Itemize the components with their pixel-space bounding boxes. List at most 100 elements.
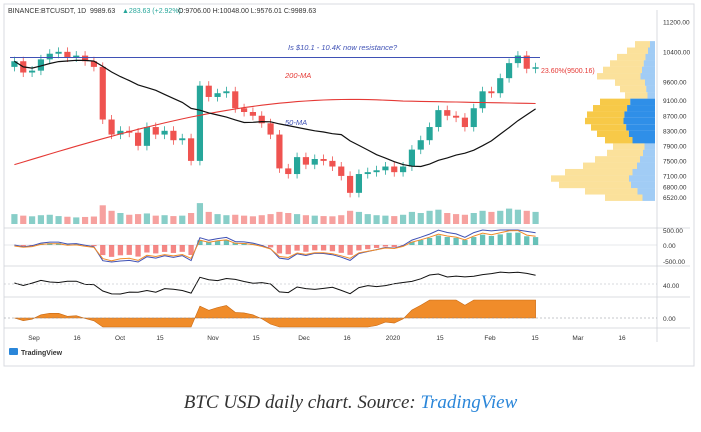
volume-profile-bar <box>591 124 627 131</box>
caption: BTC USD daily chart. Source: TradingView <box>0 392 701 414</box>
macd-histogram-bar <box>206 241 212 245</box>
candle-body <box>408 149 416 167</box>
symbol-label: BINANCE:BTCUSDT, 1D <box>8 8 86 15</box>
macd-histogram-bar <box>382 245 389 247</box>
time-tick-label: 16 <box>618 335 626 342</box>
change-label: ▲283.63 (+2.92%) <box>122 8 181 15</box>
macd-histogram-bar <box>373 245 380 248</box>
volume-bar <box>497 210 504 224</box>
macd-histogram-bar <box>108 245 115 257</box>
candle-body <box>497 78 504 94</box>
volume-profile-bar <box>600 98 631 106</box>
volume-bar <box>99 205 106 224</box>
macd-histogram-bar <box>294 245 300 251</box>
candle-body <box>117 130 124 135</box>
candle-body <box>302 157 310 165</box>
candle-body <box>285 168 292 175</box>
chart-frame: BINANCE:BTCUSDT, 1D 9989.63 ▲283.63 (+2.… <box>3 3 695 367</box>
candle-body <box>232 91 239 109</box>
time-tick-label: 16 <box>343 335 351 342</box>
macd-histogram-bar <box>506 232 512 245</box>
volume-profile-bar <box>643 149 655 157</box>
volume-profile-bar <box>630 98 655 106</box>
candle-body <box>267 123 274 135</box>
volume-profile-bar <box>645 53 655 61</box>
macd-histogram-bar <box>126 245 132 255</box>
volume-profile-bar <box>583 162 637 169</box>
btc-chart: BINANCE:BTCUSDT, 1D 9989.63 ▲283.63 (+2.… <box>3 3 695 367</box>
price-axis: 11200.00 10400.00 9600.00 9100.00 8700.00 830… <box>663 19 690 202</box>
volume-bar <box>461 214 469 224</box>
volume-bar <box>444 213 451 224</box>
volume-bar <box>126 214 133 224</box>
volume-bar <box>276 211 283 224</box>
volume-profile-bar <box>640 73 655 80</box>
candle-body <box>470 108 477 128</box>
macd-histogram-bar <box>524 236 530 245</box>
candle-body <box>461 117 469 128</box>
volume-profile-bar <box>585 188 638 195</box>
candle-body <box>99 66 106 120</box>
volume-profile-bar <box>629 175 655 182</box>
macd-histogram-bar <box>276 245 283 254</box>
candle-body <box>523 55 530 69</box>
macd-histogram-bar <box>426 237 433 245</box>
volume-profile-bar <box>627 105 655 112</box>
macd-histogram-bar <box>64 244 71 245</box>
volume-bar <box>205 211 212 224</box>
macd-histogram-bar <box>365 245 371 250</box>
candle-body <box>382 166 389 171</box>
tradingview-logo: TradingView <box>9 348 63 357</box>
candle-body <box>338 166 345 176</box>
volume-profile-bar <box>640 156 655 163</box>
price-tick-label: 6800.00 <box>663 185 687 192</box>
price-tick-label: 9600.00 <box>663 79 687 86</box>
candle-body <box>276 134 283 169</box>
volume-bar <box>46 214 53 224</box>
caption-link[interactable]: TradingView <box>420 392 518 413</box>
ma50-line <box>14 59 536 168</box>
volume-bar <box>355 211 363 224</box>
price-tick-label: 6520.00 <box>663 195 687 202</box>
volume-profile-bar <box>627 47 648 54</box>
ohlc-label: O:9706.00 H:10048.00 L:9576.01 C:9989.63 <box>178 8 316 15</box>
volume-bar <box>240 215 248 224</box>
time-tick-label: 15 <box>531 335 539 342</box>
volume-bar <box>523 210 530 224</box>
volume-profile-bar <box>626 124 655 131</box>
caption-text: BTC USD daily chart. Source: <box>183 392 421 413</box>
macd-histogram-bar <box>214 240 221 245</box>
candle-body <box>134 132 142 146</box>
volume-bar <box>470 213 477 224</box>
volume-bar <box>408 211 416 224</box>
volume-bar <box>214 214 221 224</box>
tradingview-logo-text: TradingView <box>21 350 63 357</box>
macd-histogram-bar <box>338 245 344 253</box>
macd-histogram-bar <box>170 245 177 253</box>
candle-body <box>223 91 230 94</box>
volume-bar <box>73 217 80 224</box>
macd-histogram-bar <box>444 236 450 245</box>
macd-histogram-bar <box>320 245 327 251</box>
volume-bar <box>532 211 539 224</box>
volume-profile-bar <box>565 168 633 176</box>
candle-body <box>426 127 433 141</box>
volume-bar <box>338 215 345 224</box>
macd-histogram-bar <box>20 245 26 247</box>
candle-body <box>355 174 363 193</box>
macd-histogram-bar <box>356 245 362 251</box>
macd-histogram-bar <box>285 245 291 255</box>
volume-profile-bar <box>605 194 643 201</box>
time-tick-label: 16 <box>73 335 81 342</box>
volume-bar <box>329 216 336 224</box>
oscillator-area <box>14 299 536 328</box>
macd-histogram-bar <box>223 240 230 245</box>
volume-bar <box>311 215 318 224</box>
macd-histogram-bar <box>241 243 247 245</box>
candle-body <box>46 53 53 60</box>
volume-bar <box>293 214 301 224</box>
macd-histogram-bar <box>391 245 397 247</box>
macd-histogram-bar <box>532 237 539 245</box>
volume-bar <box>346 210 354 224</box>
volume-bar <box>37 215 45 224</box>
